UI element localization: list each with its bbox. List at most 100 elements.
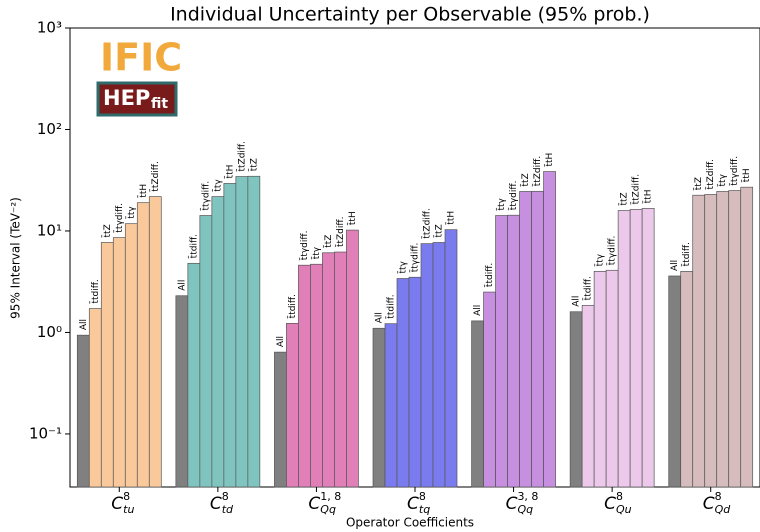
bar-label: t̄tdiff. <box>681 242 693 267</box>
bar-label: t̄tH <box>346 211 358 225</box>
bar <box>235 176 249 488</box>
y-tick-label: 10² <box>37 120 62 138</box>
bar <box>372 327 386 488</box>
bar <box>396 278 410 488</box>
y-tick-label: 10⁻¹ <box>29 424 62 442</box>
y-axis-label: 95% Interval (TeV⁻²) <box>9 197 23 319</box>
bar-label: t̄tZdiff. <box>705 159 717 190</box>
bar-label: t̄tdiff. <box>483 263 495 288</box>
bar <box>346 229 359 488</box>
bar <box>471 320 484 488</box>
bar-label: t̄tγ <box>495 197 507 211</box>
bar-label: t̄tdiff. <box>582 276 594 301</box>
category-symbol: C <box>407 494 419 514</box>
category-symbol: C <box>111 494 123 514</box>
y-tick-label: 10⁰ <box>37 323 62 341</box>
bar <box>310 263 323 488</box>
category-symbol: C <box>308 494 320 514</box>
bar-label: t̄tγ <box>212 179 224 193</box>
bar <box>519 191 532 488</box>
bar-label: t̄tH <box>137 184 149 198</box>
bar-label: t̄tγdiff. <box>298 231 310 261</box>
category-sub: Qu <box>616 503 632 516</box>
bar <box>543 171 556 488</box>
bar-label: t̄tγdiff. <box>729 156 741 186</box>
bar-label: t̄tZ <box>618 192 630 206</box>
x-tick-label: C8 Qd <box>703 490 732 516</box>
bar <box>617 210 631 488</box>
logo-hepfit: HEP fit <box>96 81 178 117</box>
bar <box>175 295 189 488</box>
bar-label: All <box>572 296 582 307</box>
bar-label: t̄tZ <box>519 173 531 187</box>
category-sup: 3, 8 <box>517 490 538 503</box>
bar-label: t̄tH <box>224 165 236 179</box>
bar <box>495 215 508 488</box>
y-tick-label: 10¹ <box>37 221 62 239</box>
bar-label: t̄tZdiff. <box>334 217 346 248</box>
bar <box>420 243 434 488</box>
bar-label: t̄tγdiff. <box>606 236 618 266</box>
bar-label: t̄tγ <box>310 246 322 260</box>
bar-label: t̄tγdiff. <box>507 181 519 211</box>
bar <box>507 214 520 488</box>
logo-box <box>96 81 178 117</box>
bar <box>100 242 114 488</box>
bar <box>274 351 287 488</box>
bar-label: t̄tZdiff. <box>149 161 161 192</box>
bar-label: t̄tZ <box>322 235 334 249</box>
x-tick-label: C8 tq <box>407 490 430 516</box>
x-tick-label: C3, 8 Qq <box>506 490 539 516</box>
bar-label: All <box>79 319 89 330</box>
bar-label: All <box>375 312 385 323</box>
x-tick-label: C8 Qu <box>604 490 632 516</box>
bar-label: t̄tZ <box>433 224 445 238</box>
bar <box>593 271 607 488</box>
bar <box>298 264 311 488</box>
bar <box>569 311 583 488</box>
bar <box>112 237 126 488</box>
bar <box>124 223 138 488</box>
bar <box>740 186 754 488</box>
bar-label: t̄tZ <box>248 158 260 172</box>
bar-label: t̄tdiff. <box>188 234 200 259</box>
bar-label: t̄tγdiff. <box>200 181 212 211</box>
bar <box>444 229 458 488</box>
category-symbol: C <box>703 494 715 514</box>
category-sup: 1, 8 <box>320 490 341 503</box>
bar <box>641 208 655 488</box>
bar <box>629 209 643 488</box>
bar-label: t̄tγ <box>717 173 729 187</box>
bar-label: All <box>177 280 187 291</box>
bar <box>716 191 730 488</box>
category-sup: 8 <box>222 490 229 503</box>
bar <box>136 202 150 488</box>
bar <box>581 304 595 488</box>
bar-label: t̄tH <box>445 211 457 225</box>
bar-label: All <box>276 336 286 347</box>
bar <box>286 322 299 488</box>
category-sup: 8 <box>715 490 722 503</box>
bar <box>432 242 446 488</box>
bar <box>531 190 544 488</box>
bar <box>322 252 335 488</box>
bar <box>605 269 619 488</box>
category-sub: Qq <box>517 503 533 516</box>
category-sub: Qd <box>715 503 732 516</box>
category-sup: 8 <box>419 490 426 503</box>
logo-ific: IFIC <box>100 36 182 80</box>
bar <box>384 323 398 488</box>
category-sub: Qq <box>320 503 336 516</box>
category-sup: 8 <box>123 490 130 503</box>
bar-label: t̄tdiff. <box>286 294 298 319</box>
bar-label: t̄tH <box>642 190 654 204</box>
bar-label: t̄tγdiff. <box>113 203 125 233</box>
bar-label: t̄tZdiff. <box>630 174 642 205</box>
bar <box>247 175 261 488</box>
bar-label: t̄tZdiff. <box>421 208 433 239</box>
category-symbol: C <box>604 494 616 514</box>
bar <box>668 275 682 488</box>
bar-label: t̄tH <box>741 168 753 182</box>
x-tick-label: C1, 8 Qq <box>308 490 341 516</box>
